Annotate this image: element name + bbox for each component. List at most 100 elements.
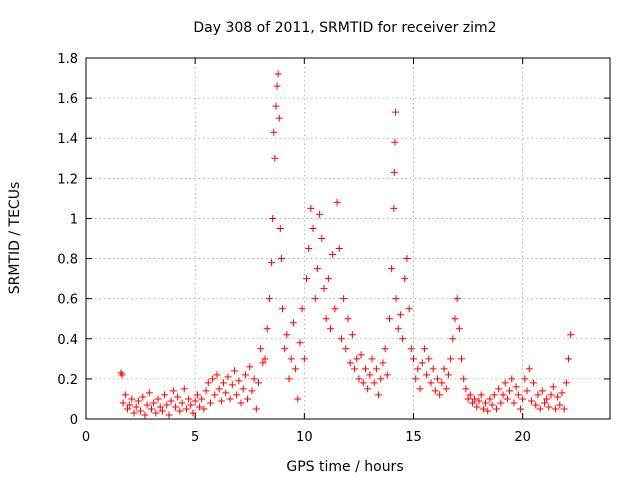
data-point bbox=[512, 383, 520, 391]
data-point bbox=[265, 295, 273, 303]
data-point bbox=[204, 379, 212, 387]
data-point bbox=[198, 395, 206, 403]
data-point bbox=[148, 405, 155, 413]
y-tick-label: 0 bbox=[70, 413, 78, 428]
data-point bbox=[549, 383, 557, 391]
data-point bbox=[296, 339, 304, 347]
data-point bbox=[202, 387, 210, 395]
data-point bbox=[337, 335, 345, 343]
x-tick-label: 5 bbox=[191, 430, 199, 445]
data-point bbox=[495, 385, 503, 393]
data-point bbox=[259, 359, 267, 367]
data-point bbox=[538, 387, 546, 395]
x-tick-label: 0 bbox=[82, 430, 90, 445]
data-point bbox=[484, 407, 492, 415]
data-point bbox=[427, 379, 435, 387]
y-tick-label: 1.2 bbox=[57, 172, 78, 187]
data-point bbox=[169, 387, 177, 395]
data-point bbox=[492, 405, 500, 413]
data-point bbox=[357, 351, 365, 359]
data-point bbox=[403, 255, 411, 263]
data-point bbox=[252, 405, 260, 413]
data-point bbox=[391, 138, 399, 146]
data-point bbox=[178, 399, 186, 407]
data-point bbox=[145, 389, 153, 397]
data-point bbox=[543, 395, 551, 403]
data-point bbox=[536, 405, 544, 413]
data-point bbox=[530, 379, 538, 387]
data-point bbox=[412, 375, 420, 383]
data-point bbox=[364, 385, 372, 393]
data-point bbox=[279, 305, 286, 313]
data-point bbox=[152, 409, 160, 417]
data-point bbox=[123, 405, 131, 413]
y-tick-label: 1.6 bbox=[57, 92, 78, 107]
y-tick-label: 0.4 bbox=[57, 333, 78, 348]
data-point bbox=[309, 224, 317, 232]
data-point bbox=[401, 275, 409, 283]
data-point bbox=[434, 375, 442, 383]
data-point bbox=[237, 399, 245, 407]
data-point bbox=[139, 393, 147, 401]
data-point bbox=[342, 345, 350, 353]
data-point bbox=[523, 387, 531, 395]
data-point bbox=[447, 355, 455, 363]
data-point bbox=[246, 363, 254, 371]
y-tick-label: 1 bbox=[70, 212, 78, 227]
data-point bbox=[385, 315, 393, 323]
data-point bbox=[193, 391, 201, 399]
data-point bbox=[329, 251, 337, 259]
data-point bbox=[506, 387, 514, 395]
y-axis-label: SRMTID / TECUs bbox=[7, 182, 23, 295]
data-point bbox=[449, 335, 457, 343]
y-tick-label: 0.8 bbox=[57, 253, 78, 268]
data-point bbox=[488, 401, 496, 409]
grid-lines bbox=[86, 58, 610, 419]
data-point bbox=[527, 397, 535, 405]
data-point bbox=[479, 405, 487, 413]
data-point bbox=[269, 214, 277, 222]
data-point bbox=[213, 371, 221, 379]
data-point bbox=[250, 375, 258, 383]
data-point bbox=[392, 108, 400, 116]
data-point bbox=[300, 355, 308, 363]
data-point bbox=[318, 235, 326, 242]
y-tick-label: 0.6 bbox=[57, 293, 78, 308]
data-point bbox=[444, 371, 452, 379]
data-point bbox=[182, 405, 190, 413]
data-point bbox=[130, 409, 138, 417]
data-point bbox=[525, 365, 533, 373]
data-point bbox=[451, 315, 459, 323]
data-point bbox=[261, 355, 269, 363]
data-point bbox=[257, 345, 265, 353]
data-point bbox=[167, 397, 175, 405]
data-point bbox=[390, 168, 398, 176]
data-point bbox=[313, 265, 321, 273]
data-point bbox=[547, 391, 555, 399]
data-point bbox=[396, 311, 404, 319]
data-points bbox=[117, 70, 575, 419]
data-point bbox=[187, 401, 195, 409]
data-point bbox=[150, 399, 158, 407]
data-point bbox=[551, 405, 559, 413]
data-point bbox=[440, 365, 448, 373]
data-point bbox=[453, 295, 461, 303]
data-point bbox=[156, 403, 164, 411]
x-tick-label: 15 bbox=[405, 430, 422, 445]
data-point bbox=[143, 401, 151, 409]
data-point bbox=[320, 285, 328, 293]
data-point bbox=[189, 409, 197, 417]
data-point bbox=[392, 295, 400, 303]
data-point bbox=[372, 365, 380, 373]
data-point bbox=[510, 399, 518, 407]
data-point bbox=[497, 399, 505, 407]
data-point bbox=[346, 359, 354, 367]
data-point bbox=[519, 395, 527, 403]
data-point bbox=[118, 371, 126, 379]
data-point bbox=[311, 295, 319, 303]
data-point bbox=[521, 375, 529, 383]
data-point bbox=[281, 345, 289, 353]
data-point bbox=[270, 128, 278, 136]
data-point bbox=[466, 391, 474, 399]
x-axis-label: GPS time / hours bbox=[286, 459, 403, 475]
